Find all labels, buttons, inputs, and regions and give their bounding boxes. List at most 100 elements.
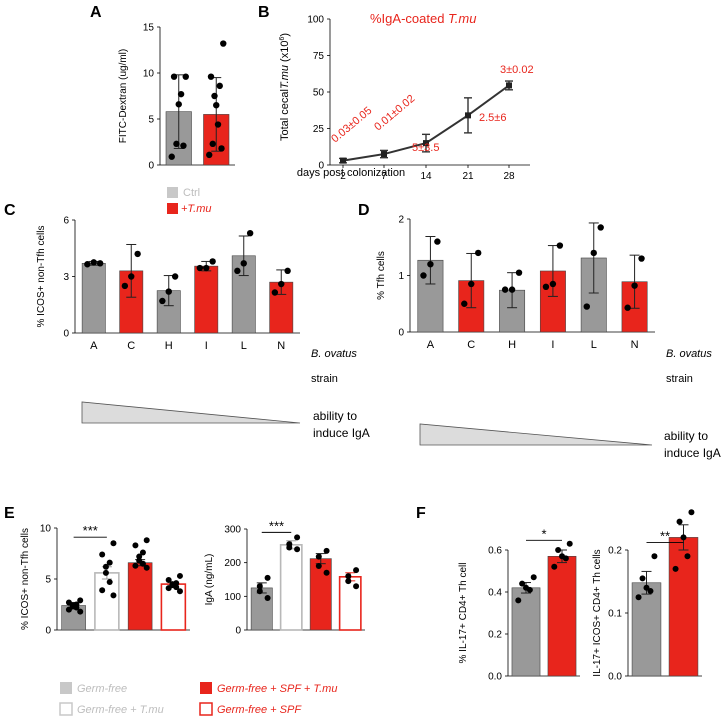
x-tick-label: N bbox=[631, 339, 639, 351]
data-point bbox=[175, 101, 182, 108]
legend-label-ctrl: Ctrl bbox=[183, 187, 200, 199]
y-tick-label: 0.6 bbox=[488, 546, 502, 557]
data-point bbox=[423, 140, 429, 147]
y-tick-label: 6 bbox=[63, 216, 69, 227]
panel-f-il17-chart: 0.0 0.2 0.4 0.6 % IL-17+ CD4+ Th cell * bbox=[458, 526, 580, 683]
y-tick-label: 50 bbox=[313, 88, 325, 99]
data-point bbox=[688, 509, 695, 516]
data-point bbox=[132, 562, 139, 569]
data-annotation: 2.5±6 bbox=[479, 112, 506, 124]
bar bbox=[81, 263, 106, 334]
panel-label-b: B bbox=[258, 4, 270, 21]
y-axis-label: % Tfh cells bbox=[376, 251, 387, 300]
panel-label-d: D bbox=[358, 202, 370, 219]
panel-d-row-label: strain bbox=[666, 373, 693, 385]
y-tick-label: 75 bbox=[313, 51, 325, 62]
x-tick-label: C bbox=[127, 340, 135, 352]
data-point bbox=[209, 258, 216, 265]
y-tick-label: 200 bbox=[224, 558, 241, 569]
panel-d-gradient-triangle bbox=[419, 423, 653, 446]
panel-b-ylabel: Total cecalT.mu (x106) bbox=[279, 33, 291, 141]
panel-d-chart: 0 1 2 % Tfh cells A C H I L N bbox=[376, 215, 655, 351]
data-point bbox=[207, 73, 215, 80]
data-point bbox=[515, 597, 522, 604]
data-point bbox=[562, 555, 569, 562]
y-tick-label: 100 bbox=[224, 592, 241, 603]
significance-label: ** bbox=[660, 528, 670, 543]
data-point bbox=[216, 82, 223, 90]
x-tick-label: H bbox=[508, 339, 516, 351]
y-tick-label: 0 bbox=[63, 329, 69, 340]
y-tick-label: 5 bbox=[45, 575, 51, 586]
data-point bbox=[128, 273, 135, 280]
data-point bbox=[508, 286, 516, 293]
data-point bbox=[110, 540, 117, 547]
y-tick-label: 0 bbox=[398, 328, 404, 339]
y-tick-label: 0.1 bbox=[608, 609, 622, 620]
data-point bbox=[106, 559, 113, 566]
panel-f-il17-icos-chart: 0.0 0.1 0.2 IL-17+ ICOS+ CD4+ Th cells ** bbox=[592, 509, 702, 683]
bar bbox=[547, 555, 577, 677]
y-tick-label: 0.2 bbox=[488, 630, 502, 641]
data-annotation: 0.01±0.02 bbox=[372, 93, 417, 134]
data-point bbox=[211, 92, 218, 100]
x-tick-label: A bbox=[90, 340, 98, 352]
x-tick-label: 21 bbox=[462, 171, 474, 182]
data-point bbox=[102, 569, 109, 576]
y-tick-label: 15 bbox=[143, 23, 155, 34]
data-point bbox=[256, 588, 263, 595]
data-point bbox=[177, 90, 185, 98]
panel-d-caption-line1: ability to bbox=[664, 429, 708, 443]
panel-c-chart: 0 3 6 % ICOS+ non-Tfh cells A C H I L N bbox=[36, 216, 300, 352]
data-point bbox=[234, 267, 241, 275]
data-point bbox=[294, 546, 301, 553]
data-point bbox=[345, 578, 352, 585]
data-point bbox=[286, 544, 293, 551]
panel-e-legend: Germ-free Germ-free + T.mu Germ-free + S… bbox=[59, 682, 337, 716]
data-point bbox=[196, 264, 204, 272]
data-point bbox=[651, 553, 658, 560]
x-tick-label: 28 bbox=[503, 171, 515, 182]
data-point bbox=[176, 588, 183, 595]
x-tick-label: A bbox=[427, 339, 435, 351]
panel-d-group-label: B. ovatus bbox=[666, 348, 712, 360]
y-axis-label: % ICOS+ non-Tfh cells bbox=[36, 226, 47, 328]
data-point bbox=[647, 587, 654, 594]
y-axis-label: % ICOS+ non-Tfh cells bbox=[20, 528, 31, 630]
data-point bbox=[284, 267, 291, 275]
data-point bbox=[84, 261, 91, 268]
data-point bbox=[73, 604, 80, 611]
data-point bbox=[530, 574, 537, 581]
y-tick-label: 0.0 bbox=[608, 672, 622, 683]
x-tick-label: H bbox=[165, 340, 173, 352]
data-point bbox=[132, 542, 139, 549]
data-point bbox=[381, 151, 387, 158]
data-point bbox=[264, 574, 271, 581]
data-point bbox=[434, 238, 441, 245]
y-axis-label: % IL-17+ CD4+ Th cell bbox=[458, 563, 469, 664]
data-point bbox=[639, 575, 646, 582]
data-point bbox=[271, 289, 279, 296]
panel-a-chart: 0 5 10 15 FITC-Dextran (ug/ml) bbox=[118, 23, 235, 172]
panel-label-e: E bbox=[4, 505, 15, 522]
data-point bbox=[475, 249, 482, 257]
data-point bbox=[353, 567, 360, 574]
x-tick-label: N bbox=[277, 340, 285, 352]
data-point bbox=[77, 597, 84, 604]
panel-d-caption-line2: induce IgA bbox=[664, 446, 721, 460]
data-point bbox=[134, 250, 141, 258]
data-point bbox=[121, 282, 129, 290]
y-tick-label: 0 bbox=[235, 626, 241, 637]
y-axis-label: IL-17+ ICOS+ CD4+ Th cells bbox=[592, 549, 603, 676]
data-point bbox=[173, 140, 180, 148]
panel-a-legend: Ctrl +T.mu bbox=[167, 187, 211, 215]
y-tick-label: 0 bbox=[148, 161, 154, 172]
y-tick-label: 0 bbox=[45, 626, 51, 637]
data-point bbox=[220, 40, 227, 47]
data-point bbox=[159, 297, 166, 305]
data-point bbox=[551, 563, 558, 570]
data-point bbox=[139, 549, 146, 556]
data-point bbox=[165, 577, 172, 584]
data-point bbox=[506, 82, 512, 89]
data-point bbox=[624, 304, 631, 311]
